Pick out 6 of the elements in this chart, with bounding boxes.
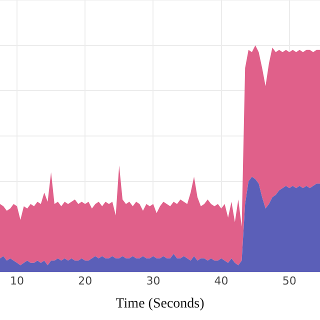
x-tick-label: 30 <box>146 274 160 288</box>
x-tick-label: 50 <box>282 274 296 288</box>
x-axis-title: Time (Seconds) <box>116 296 205 312</box>
x-tick-label: 10 <box>10 274 24 288</box>
x-tick-label: 20 <box>78 274 92 288</box>
x-tick-label: 40 <box>214 274 228 288</box>
